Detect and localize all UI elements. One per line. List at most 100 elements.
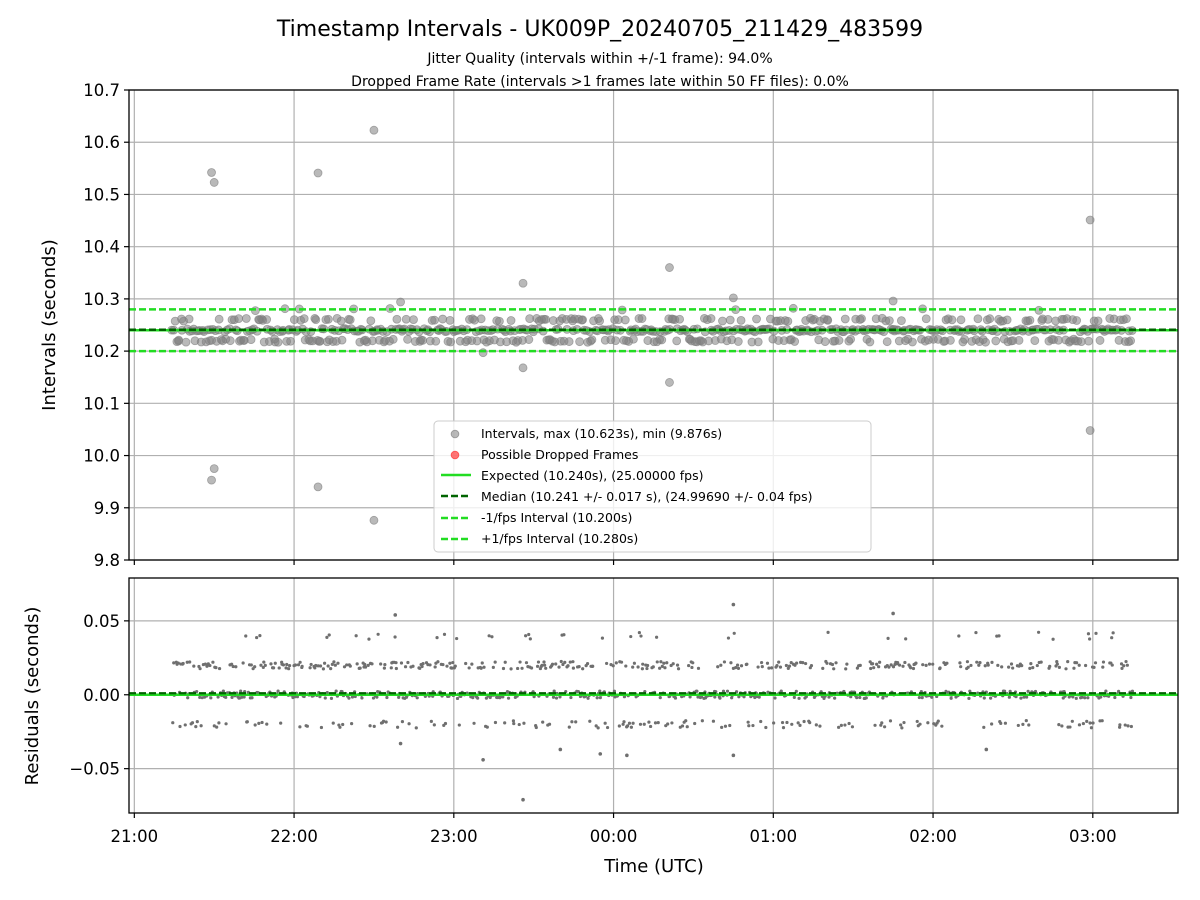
residual-point xyxy=(588,719,592,723)
residual-point xyxy=(1064,667,1068,671)
residual-point xyxy=(271,666,276,670)
residual-point xyxy=(1009,662,1014,666)
residual-point xyxy=(269,662,273,666)
residual-point xyxy=(642,722,646,726)
residual-point xyxy=(586,696,590,700)
residual-point xyxy=(1048,664,1052,668)
interval-point xyxy=(506,316,516,325)
residual-point xyxy=(662,661,666,665)
residual-point xyxy=(520,666,524,670)
residual-point xyxy=(436,660,440,664)
residual-point xyxy=(978,661,982,665)
residual-point xyxy=(319,725,324,730)
residual-point xyxy=(1125,663,1129,667)
residual-point xyxy=(877,665,881,669)
residual-point xyxy=(889,663,893,667)
residual-point xyxy=(673,696,678,700)
interval-point xyxy=(1014,336,1024,345)
residual-point xyxy=(566,664,570,668)
residual-point xyxy=(298,725,302,729)
residual-point xyxy=(645,663,650,668)
x-tick-label: 02:00 xyxy=(909,827,957,846)
residual-outlier-point xyxy=(625,753,629,758)
residual-point xyxy=(753,695,757,700)
residual-point xyxy=(554,696,559,700)
residual-point xyxy=(844,667,848,671)
residual-point xyxy=(435,635,439,640)
residual-point xyxy=(790,722,794,726)
residual-point xyxy=(858,663,862,667)
residual-point xyxy=(687,663,691,668)
residual-point xyxy=(327,633,331,637)
residual-point xyxy=(1117,689,1121,693)
residual-point xyxy=(330,662,334,666)
residual-point xyxy=(370,662,374,666)
residual-point xyxy=(385,695,389,700)
residual-point xyxy=(718,696,722,700)
residual-point xyxy=(296,663,301,667)
residual-point xyxy=(839,723,843,727)
interval-point xyxy=(1030,336,1040,345)
residual-point xyxy=(627,721,632,725)
residual-point xyxy=(696,666,701,670)
intervals-reference-lines xyxy=(129,308,1178,353)
residual-point xyxy=(1099,695,1103,699)
residual-point xyxy=(558,695,562,699)
residuals-reference-lines xyxy=(129,692,1178,697)
interval-point xyxy=(991,336,1001,346)
residual-point xyxy=(421,661,425,666)
residual-point xyxy=(1028,666,1032,670)
residual-point xyxy=(1026,689,1030,693)
residual-point xyxy=(277,666,281,670)
interval-point xyxy=(1126,336,1136,346)
x-tick-label: 00:00 xyxy=(590,827,638,846)
residual-point xyxy=(285,662,289,667)
interval-point xyxy=(564,337,574,346)
residual-point xyxy=(535,664,540,668)
residual-point xyxy=(903,660,907,665)
residual-point xyxy=(1077,663,1081,667)
x-tick-label: 22:00 xyxy=(270,827,318,846)
residual-point xyxy=(930,695,934,699)
legend-dropped-marker xyxy=(450,450,460,460)
residual-point xyxy=(631,721,635,725)
residual-point xyxy=(383,662,387,667)
residual-point xyxy=(363,662,367,667)
residual-point xyxy=(493,720,498,725)
residual-point xyxy=(355,662,359,666)
residual-point xyxy=(316,664,320,668)
intervals-y-tick-label: 10.7 xyxy=(83,81,120,100)
residual-point xyxy=(212,724,216,728)
residual-point xyxy=(938,666,942,670)
residual-point xyxy=(784,663,788,668)
residual-point xyxy=(485,725,489,729)
residual-point xyxy=(997,634,1001,638)
residual-point xyxy=(345,663,349,667)
residual-point xyxy=(639,634,643,638)
residual-point xyxy=(542,660,546,664)
residual-point xyxy=(372,724,376,728)
residual-point xyxy=(1068,725,1072,729)
residual-point xyxy=(455,636,459,641)
legend-expected-label: Expected (10.240s), (25.00000 fps) xyxy=(481,468,703,483)
residual-point xyxy=(716,665,720,669)
residual-point xyxy=(720,725,724,729)
interval-point xyxy=(706,314,716,323)
residual-point xyxy=(570,720,574,724)
residual-point xyxy=(814,723,818,727)
residual-point xyxy=(850,725,855,729)
residual-point xyxy=(797,696,801,700)
residual-point xyxy=(1019,696,1023,700)
residual-point xyxy=(562,633,566,637)
residual-outlier-point xyxy=(398,741,403,746)
residual-point xyxy=(273,661,277,665)
residual-point xyxy=(263,663,267,667)
residual-point xyxy=(778,665,783,669)
interval-point xyxy=(311,315,321,325)
residual-point xyxy=(517,722,521,727)
residual-point xyxy=(389,666,393,670)
residual-point xyxy=(257,721,261,725)
residual-point xyxy=(728,723,732,728)
residual-point xyxy=(172,661,176,665)
residual-point xyxy=(171,721,175,725)
